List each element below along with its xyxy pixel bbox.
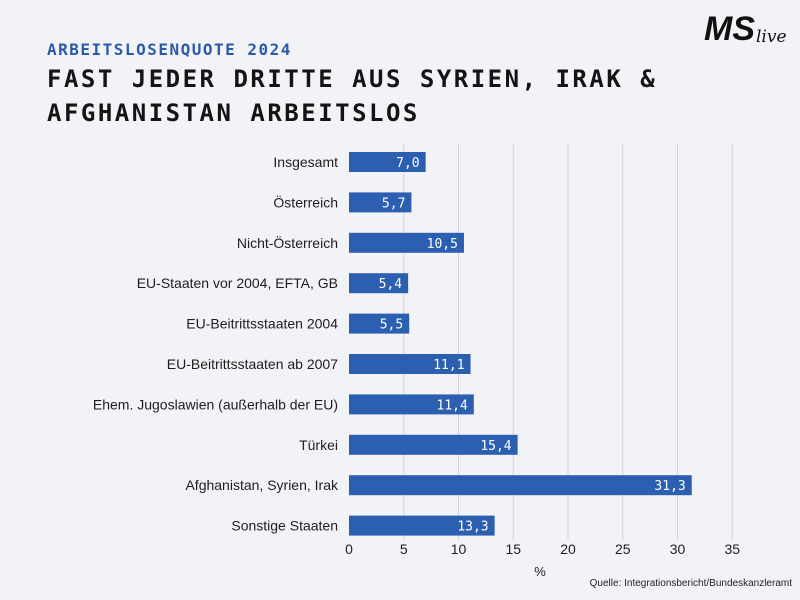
bar-9 (349, 515, 495, 536)
bar-5 (349, 354, 471, 374)
logo-text-script: live (756, 27, 787, 47)
value-label-9: 13,3 (457, 520, 488, 535)
x-tick-label-15: 15 (505, 541, 521, 557)
x-tick-label-10: 10 (451, 541, 467, 557)
logo-text-main: MS (704, 10, 755, 48)
category-label-4: EU-Beitrittsstaaten 2004 (186, 316, 338, 332)
bar-1 (349, 192, 412, 213)
category-label-8: Afghanistan, Syrien, Irak (185, 477, 339, 493)
bar-4 (349, 313, 410, 334)
value-label-6: 11,4 (437, 398, 468, 413)
bar-6 (349, 394, 474, 415)
bar-2 (349, 232, 464, 253)
category-label-9: Sonstige Staaten (231, 518, 338, 534)
value-label-7: 15,4 (480, 439, 511, 454)
value-label-0: 7,0 (396, 156, 419, 171)
value-label-3: 5,4 (379, 277, 403, 292)
value-label-1: 5,7 (382, 196, 405, 211)
category-label-0: Insgesamt (273, 154, 338, 170)
x-tick-label-20: 20 (560, 541, 576, 557)
bar-8 (349, 475, 692, 496)
bar-7 (349, 434, 518, 455)
x-tick-label-30: 30 (670, 541, 686, 557)
value-label-2: 10,5 (427, 237, 458, 252)
source-note: Quelle: Integrationsbericht/Bundeskanzle… (589, 578, 792, 589)
x-tick-label-35: 35 (724, 541, 740, 557)
chart-title: FAST JEDER DRITTE AUS SYRIEN, IRAK & AFG… (47, 65, 658, 127)
category-label-3: EU-Staaten vor 2004, EFTA, GB (137, 275, 338, 291)
value-label-4: 5,5 (380, 318, 403, 333)
bar-0 (349, 152, 426, 172)
x-tick-label-25: 25 (615, 541, 631, 557)
x-axis-label: % (534, 564, 546, 579)
value-label-5: 11,1 (433, 358, 464, 373)
category-label-5: EU-Beitrittsstaaten ab 2007 (167, 356, 338, 372)
category-label-2: Nicht-Österreich (237, 234, 338, 251)
category-label-6: Ehem. Jugoslawien (außerhalb der EU) (93, 396, 338, 412)
category-label-7: Türkei (299, 437, 338, 453)
category-label-1: Österreich (273, 193, 338, 210)
chart-subtitle: ARBEITSLOSENQUOTE 2024 (47, 40, 292, 59)
x-tick-label-0: 0 (345, 541, 353, 557)
bar-3 (349, 273, 409, 294)
value-label-8: 31,3 (654, 479, 685, 494)
ms-live-logo: MS live (704, 10, 787, 48)
x-tick-label-5: 5 (400, 541, 408, 557)
